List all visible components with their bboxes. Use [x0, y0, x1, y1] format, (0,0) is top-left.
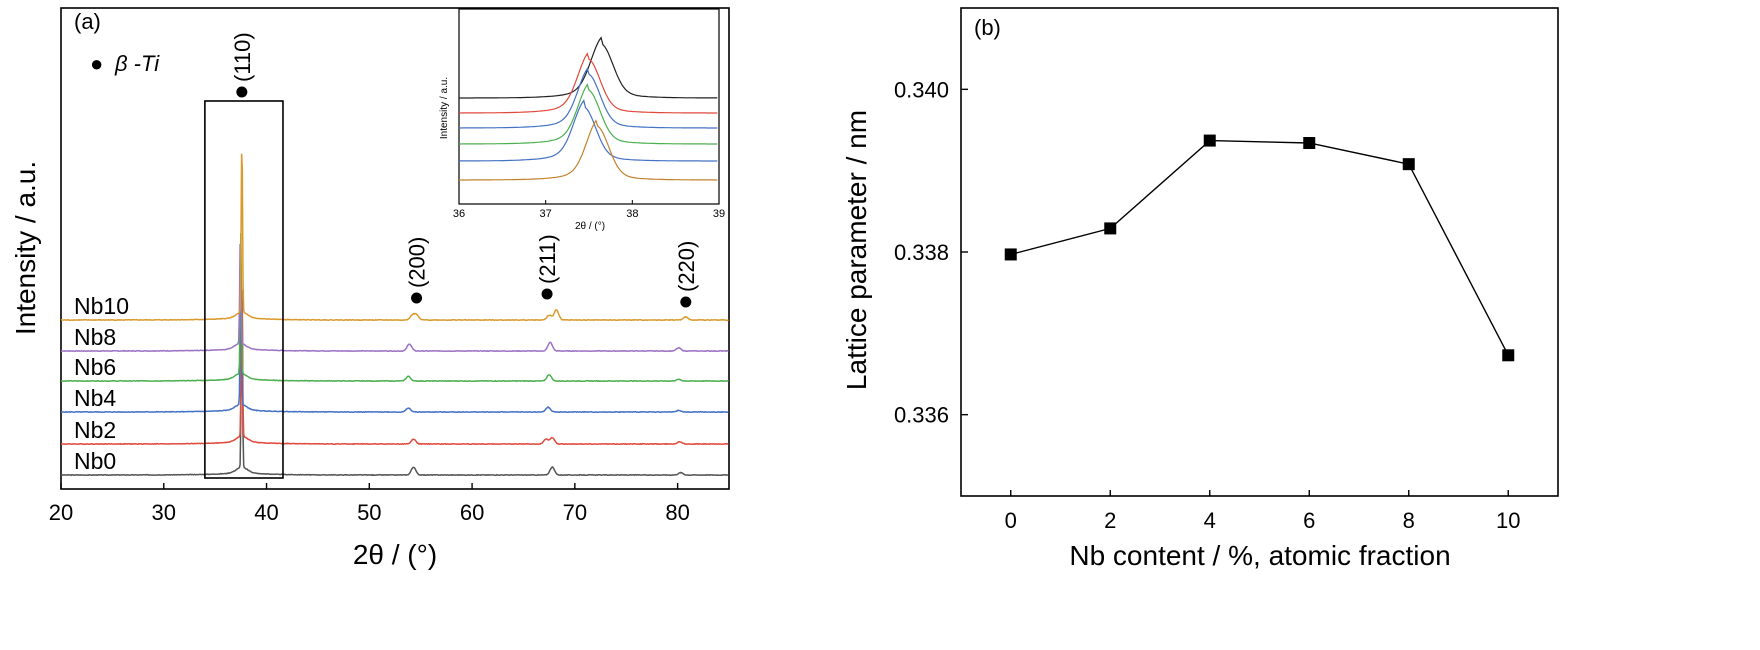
x-tick-label: 0: [1005, 508, 1017, 533]
x-axis-title: Nb content / %, atomic fraction: [1069, 540, 1450, 571]
peak-marker: [411, 292, 423, 304]
x-tick-label: 70: [563, 500, 587, 525]
series-group: Nb0 Nb2 Nb4 Nb6 Nb8 Nb10: [60, 153, 729, 477]
x-axis: 20 30 40 50 60 70 80: [49, 483, 690, 525]
inset-series-line: [459, 52, 718, 114]
series-label-nb6: Nb6: [74, 354, 116, 380]
legend: ● β -Ti: [90, 51, 160, 76]
series-line-nb8: [60, 243, 729, 353]
inset-frame: [458, 8, 720, 205]
data-point-marker: [1004, 248, 1017, 261]
y-tick-label: 0.338: [894, 240, 949, 265]
x-tick-label: 80: [665, 500, 689, 525]
peak-label: (211): [535, 234, 560, 284]
panel-b-label: (b): [974, 15, 1001, 40]
inset-series-line: [459, 119, 718, 181]
x-tick-label: 6: [1303, 508, 1315, 533]
x-axis: 0 2 4 6 8 10: [1005, 490, 1520, 533]
peak-marker: [680, 296, 692, 308]
inset-series-line: [459, 36, 718, 99]
panel-b-plot-frame: [960, 7, 1559, 497]
y-axis-title: Lattice parameter / nm: [841, 110, 872, 390]
x-tick-label: 60: [460, 500, 484, 525]
data-point-marker: [1203, 134, 1216, 147]
panel-a-plot-frame: [60, 7, 730, 490]
y-tick-label: 0.340: [894, 77, 949, 102]
peak-labels: (110) (200) (211) (220): [230, 32, 699, 308]
data-point-marker: [1104, 222, 1117, 235]
x-tick-label: 4: [1204, 508, 1216, 533]
x-axis-title: 2θ / (°): [353, 539, 437, 570]
series-line-nb4: [60, 255, 729, 414]
peak-highlight-rect: [204, 100, 284, 479]
y-axis: 0.336 0.338 0.340: [894, 77, 968, 428]
x-tick-label: 30: [152, 500, 176, 525]
series-line: [1010, 139, 1509, 356]
inset-x-tick-label: 36: [453, 208, 465, 220]
series-line-nb6: [60, 233, 729, 383]
highlight-box: [204, 100, 284, 479]
series-label-nb10: Nb10: [74, 293, 129, 319]
inset-x-tick-label: 38: [626, 208, 638, 220]
inset-x-axis-title: 2θ / (°): [575, 221, 605, 232]
series-line-nb10: [60, 153, 729, 322]
x-tick-label: 50: [357, 500, 381, 525]
inset-series-line: [459, 67, 718, 129]
x-tick-label: 8: [1403, 508, 1415, 533]
panel-b-lattice-chart: (b) 0 2 4 6 8 10 0.336 0.338 0.340 Nb content /…: [841, 7, 1559, 571]
x-tick-label: 10: [1496, 508, 1520, 533]
peak-label: (220): [674, 241, 699, 292]
series-group: [1004, 134, 1515, 362]
peak-marker: [541, 288, 553, 300]
x-tick-label: 20: [49, 500, 73, 525]
data-point-marker: [1303, 137, 1316, 150]
legend-marker-icon: ●: [90, 51, 103, 76]
legend-label: β -Ti: [114, 51, 160, 76]
series-line-nb2: [60, 289, 729, 446]
peak-label: (110): [230, 32, 255, 82]
peak-label: (200): [405, 237, 430, 288]
inset-chart: 2θ / (°) Intensity / a.u. 36 37 38 39: [439, 8, 725, 232]
panel-a-label: (a): [74, 9, 101, 34]
data-point-marker: [1402, 158, 1415, 171]
inset-series-line: [459, 99, 718, 162]
peak-marker: [236, 86, 248, 98]
series-label-nb2: Nb2: [74, 417, 116, 443]
inset-x-tick-label: 39: [713, 208, 725, 220]
panel-a-xrd-chart: (a) ● β -Ti 20 30 40 50 60 70 80 2θ / (°) Inte…: [10, 7, 730, 570]
x-tick-label: 2: [1104, 508, 1116, 533]
y-tick-label: 0.336: [894, 403, 949, 428]
inset-series-line: [459, 83, 718, 145]
series-label-nb4: Nb4: [74, 385, 116, 411]
series-label-nb8: Nb8: [74, 324, 116, 350]
series-label-nb0: Nb0: [74, 448, 116, 474]
inset-y-axis-title: Intensity / a.u.: [439, 77, 450, 139]
data-point-marker: [1502, 349, 1515, 362]
x-tick-label: 40: [254, 500, 278, 525]
inset-x-tick-label: 37: [540, 208, 552, 220]
y-axis-title: Intensity / a.u.: [10, 161, 41, 335]
series-line-nb0: [60, 305, 729, 477]
